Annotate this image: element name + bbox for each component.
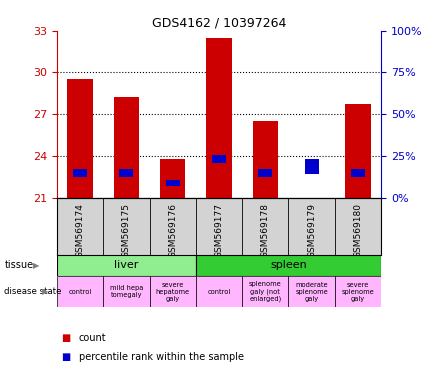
- Text: ■: ■: [61, 333, 71, 343]
- Text: GSM569180: GSM569180: [353, 203, 362, 258]
- Text: GSM569178: GSM569178: [261, 203, 270, 258]
- Bar: [258, 169, 272, 177]
- Bar: [67, 79, 93, 197]
- Text: GSM569177: GSM569177: [215, 203, 223, 258]
- Bar: [103, 276, 149, 307]
- Text: percentile rank within the sample: percentile rank within the sample: [79, 352, 244, 362]
- Bar: [242, 276, 289, 307]
- Text: control: control: [68, 289, 92, 295]
- Bar: [351, 169, 365, 177]
- Text: control: control: [207, 289, 231, 295]
- Bar: [120, 169, 134, 177]
- Bar: [196, 255, 381, 276]
- Bar: [114, 98, 139, 197]
- Text: moderate
splenome
galy: moderate splenome galy: [295, 282, 328, 302]
- Bar: [335, 276, 381, 307]
- Text: splenome
galy (not
enlarged): splenome galy (not enlarged): [249, 281, 282, 302]
- Text: tissue: tissue: [4, 260, 33, 270]
- Text: mild hepa
tomegaly: mild hepa tomegaly: [110, 285, 143, 298]
- Text: GSM569176: GSM569176: [168, 203, 177, 258]
- Text: GSM569175: GSM569175: [122, 203, 131, 258]
- Bar: [304, 159, 318, 174]
- Bar: [212, 155, 226, 163]
- Text: ■: ■: [61, 352, 71, 362]
- Bar: [160, 159, 185, 197]
- Text: severe
splenome
galy: severe splenome galy: [342, 282, 374, 302]
- Text: severe
hepatome
galy: severe hepatome galy: [155, 282, 190, 302]
- Bar: [166, 180, 180, 187]
- Bar: [196, 276, 242, 307]
- Bar: [345, 104, 371, 197]
- Bar: [253, 121, 278, 197]
- Bar: [206, 38, 232, 197]
- Text: GSM569179: GSM569179: [307, 203, 316, 258]
- Text: disease state: disease state: [4, 287, 62, 296]
- Text: ▶: ▶: [42, 287, 48, 296]
- Bar: [57, 276, 103, 307]
- Bar: [149, 276, 196, 307]
- Bar: [289, 276, 335, 307]
- Text: liver: liver: [114, 260, 138, 270]
- Bar: [57, 255, 196, 276]
- Bar: [73, 169, 87, 177]
- Text: spleen: spleen: [270, 260, 307, 270]
- Text: count: count: [79, 333, 106, 343]
- Title: GDS4162 / 10397264: GDS4162 / 10397264: [152, 17, 286, 30]
- Text: GSM569174: GSM569174: [76, 203, 85, 258]
- Text: ▶: ▶: [33, 261, 39, 270]
